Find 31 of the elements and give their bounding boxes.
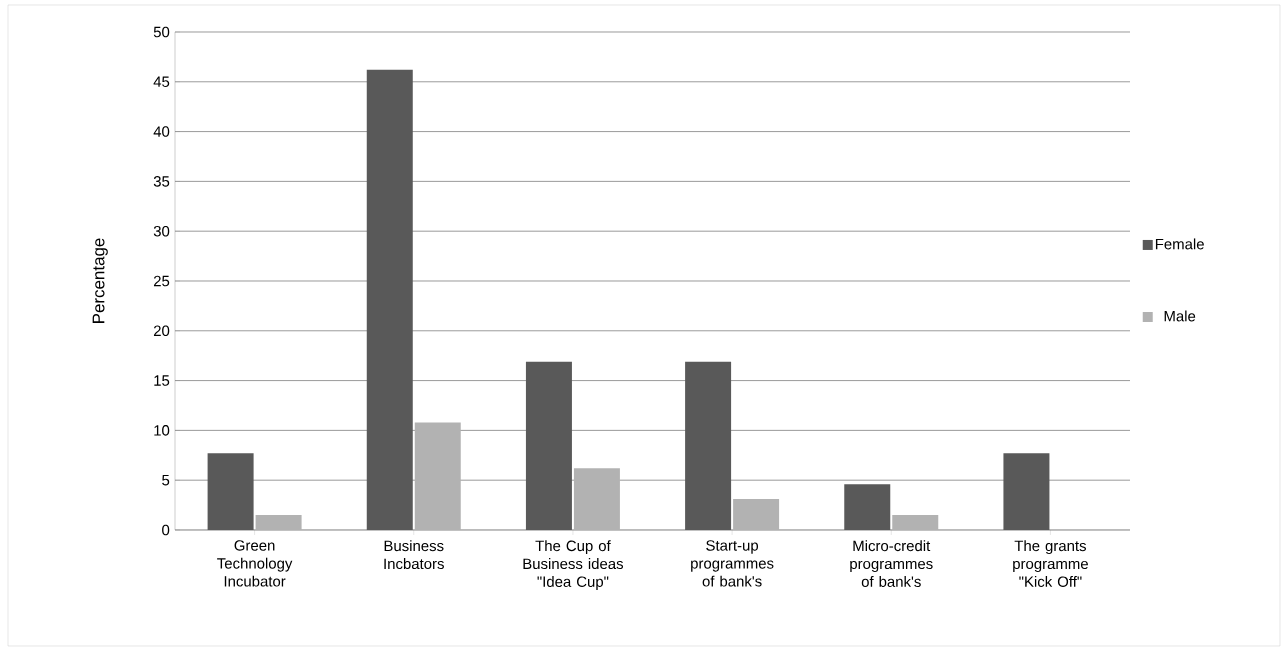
y-tick-label: 25	[153, 275, 170, 287]
y-tick-label: 10	[154, 425, 170, 436]
bar	[733, 499, 780, 530]
bar	[685, 361, 732, 530]
x-tick-label: Start-up programmes of bank's	[691, 540, 774, 587]
bar	[255, 515, 302, 530]
x-tick-label: The grants programme "Kick Off"	[1013, 540, 1088, 587]
y-tick-label: 5	[162, 474, 170, 486]
bar	[525, 361, 572, 530]
y-tick-label: 20	[153, 325, 170, 337]
bar	[207, 453, 254, 530]
y-tick-label: 30	[153, 225, 170, 237]
y-tick-label: 15	[154, 375, 170, 386]
x-tick-label: The Cup of Business ideas "Idea Cup"	[523, 540, 624, 590]
x-tick-label: Green Technology Incubator	[217, 540, 293, 587]
bar	[414, 422, 461, 530]
x-tick-label: Micro-credit programmes of bank's	[850, 540, 933, 587]
bar	[1003, 453, 1050, 530]
x-tick-label: Business Incbators	[384, 540, 444, 570]
bar	[892, 515, 939, 530]
y-tick-label: 45	[153, 76, 170, 87]
y-tick-label: 40	[153, 126, 170, 137]
y-tick-label: 35	[153, 176, 170, 187]
y-tick-label: 50	[153, 26, 170, 38]
bar	[844, 484, 891, 530]
legend-label: Female	[1155, 238, 1204, 250]
bar	[573, 468, 620, 530]
legend-label: Male	[1164, 310, 1196, 322]
y-axis-title: Percentage	[92, 238, 108, 323]
y-tick-label: 0	[162, 524, 170, 536]
bar	[366, 69, 413, 530]
